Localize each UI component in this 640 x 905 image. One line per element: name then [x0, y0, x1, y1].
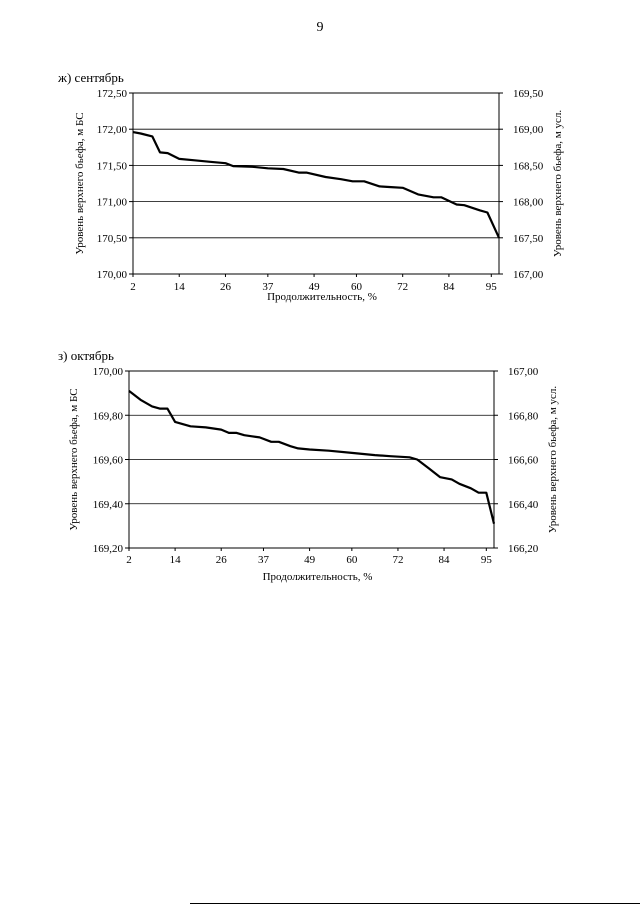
series-line [132, 131, 500, 239]
y2-tick-label: 166,60 [508, 455, 539, 467]
x-tick-label: 72 [397, 281, 408, 293]
y2-axis-title: Уровень верхнего бьефа, м усл. [552, 110, 564, 257]
y-tick-label: 172,00 [97, 124, 128, 136]
y2-tick-label: 168,50 [513, 160, 544, 172]
x-tick-label: 49 [304, 554, 316, 566]
x-tick-label: 2 [126, 554, 132, 566]
x-tick-label: 26 [220, 281, 232, 293]
y-tick-label: 171,50 [97, 160, 128, 172]
y-axis-title: Уровень верхнего бьефа, м БС [68, 388, 80, 530]
page-edge-line [190, 903, 640, 904]
y-tick-label: 169,40 [93, 499, 124, 511]
x-tick-label: 95 [481, 554, 493, 566]
y-axis-title: Уровень верхнего бьефа, м БС [74, 112, 86, 254]
x-tick-label: 14 [170, 554, 182, 566]
x-tick-label: 2 [130, 281, 136, 293]
y2-tick-label: 167,50 [513, 233, 544, 245]
y-tick-label: 172,50 [97, 88, 128, 100]
y-tick-label: 170,00 [97, 269, 128, 281]
series-line [128, 390, 496, 524]
x-tick-label: 26 [216, 554, 228, 566]
x-tick-label: 37 [262, 281, 274, 293]
chart-caption-october: з) октябрь [58, 348, 114, 363]
y2-tick-label: 166,80 [508, 410, 539, 422]
y2-tick-label: 168,00 [513, 197, 544, 209]
y-tick-label: 169,20 [93, 543, 124, 555]
y2-tick-label: 167,00 [508, 366, 539, 378]
y2-tick-label: 169,00 [513, 124, 544, 136]
y2-axis-title: Уровень верхнего бьефа, м усл. [547, 386, 559, 533]
x-tick-label: 14 [174, 281, 186, 293]
y2-tick-label: 169,50 [513, 88, 544, 100]
y-tick-label: 170,00 [93, 366, 124, 378]
x-tick-label: 84 [443, 281, 455, 293]
x-axis-title: Продолжительность, % [267, 291, 377, 303]
y2-tick-label: 166,20 [508, 543, 539, 555]
x-tick-label: 84 [439, 554, 451, 566]
x-axis-title: Продолжительность, % [263, 571, 373, 583]
x-tick-label: 95 [486, 281, 498, 293]
y-tick-label: 169,80 [93, 410, 124, 422]
y2-tick-label: 167,00 [513, 269, 544, 281]
x-tick-label: 72 [392, 554, 403, 566]
x-tick-label: 60 [346, 554, 358, 566]
y-tick-label: 170,50 [97, 233, 128, 245]
y-tick-label: 169,60 [93, 455, 124, 467]
chart-caption-september: ж) сентябрь [58, 70, 124, 85]
plot-area-frame [132, 92, 500, 275]
x-tick-label: 37 [258, 554, 270, 566]
y-tick-label: 171,00 [97, 197, 128, 209]
page-number: 9 [316, 20, 324, 35]
x-tick-label: 49 [309, 281, 321, 293]
x-tick-label: 60 [351, 281, 363, 293]
y2-tick-label: 166,40 [508, 499, 539, 511]
